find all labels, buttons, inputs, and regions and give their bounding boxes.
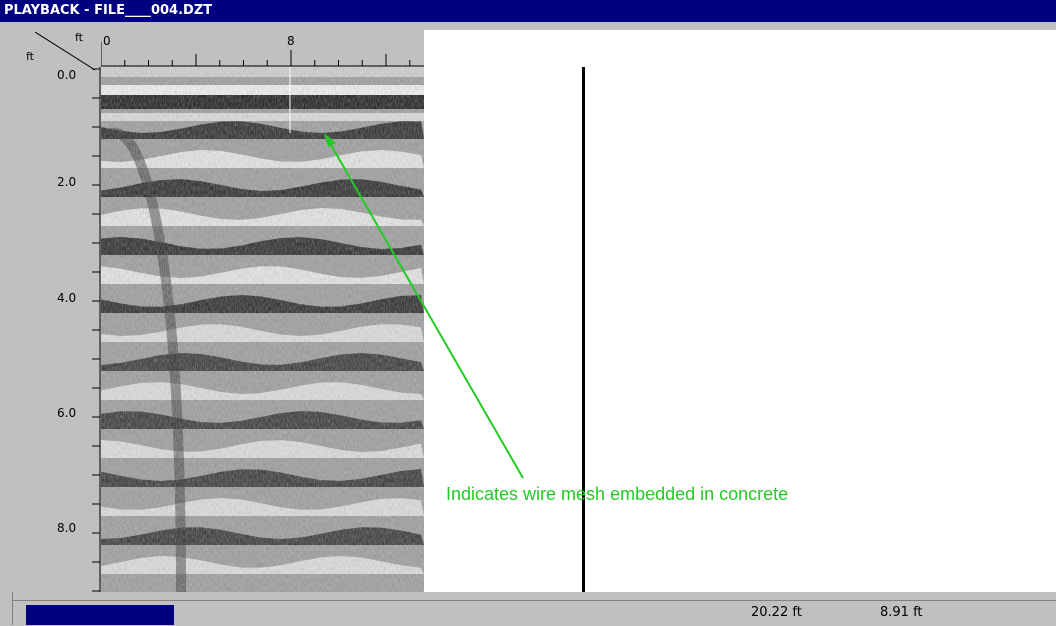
window-title: PLAYBACK - FILE____004.DZT (0, 0, 1056, 22)
status-bar (0, 600, 1056, 626)
trace-cursor-line (582, 67, 585, 592)
radar-scan-image (101, 67, 424, 592)
x-tick-8: 8 (287, 34, 295, 48)
y-unit-label: ft (26, 50, 34, 63)
y-tick-4: 4.0 (57, 291, 77, 305)
y-ruler (92, 67, 101, 592)
y-tick-0: 0.0 (57, 68, 77, 82)
y-tick-6: 6.0 (57, 406, 77, 420)
y-tick-8: 8.0 (57, 521, 77, 535)
left-frame (0, 22, 12, 600)
progress-bar (26, 605, 174, 625)
distance-readout: 20.22 ft (751, 605, 802, 620)
depth-readout: 8.91 ft (880, 605, 923, 620)
x-ruler (101, 42, 424, 67)
axis-corner-divider (35, 32, 95, 71)
y-tick-2: 2.0 (57, 175, 77, 189)
annotation-text: Indicates wire mesh embedded in concrete (446, 484, 789, 504)
x-unit-label: ft (75, 31, 83, 44)
x-tick-0: 0 (103, 34, 111, 48)
status-left-panel (0, 592, 13, 625)
